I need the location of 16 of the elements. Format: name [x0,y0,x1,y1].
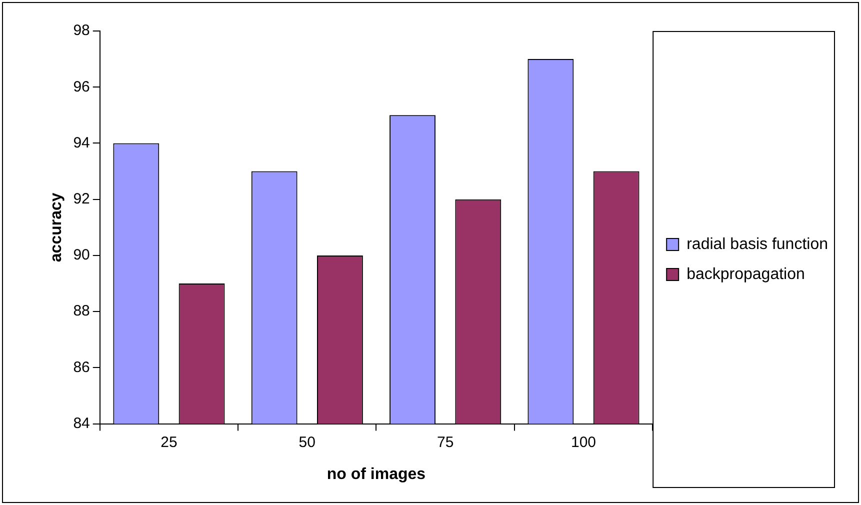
y-tick-label: 84 [73,414,90,432]
y-tick-label: 88 [73,302,90,320]
y-tick-label: 98 [73,22,90,40]
legend-label: backpropagation [686,266,805,283]
y-tick-label: 96 [73,78,90,96]
y-tick-label: 92 [73,190,90,208]
y-axis-title: accuracy [48,192,66,262]
x-tick-label: 75 [436,434,454,451]
y-tick-label: 90 [73,246,90,264]
y-tick-label: 94 [73,134,90,152]
x-tick-label: 50 [298,434,316,451]
x-tick-label: 100 [570,434,596,451]
legend-label: radial basis function [686,236,828,253]
x-tick-label: 25 [160,434,178,451]
y-tick-label: 86 [73,358,90,376]
x-axis-title: no of images [326,466,426,483]
